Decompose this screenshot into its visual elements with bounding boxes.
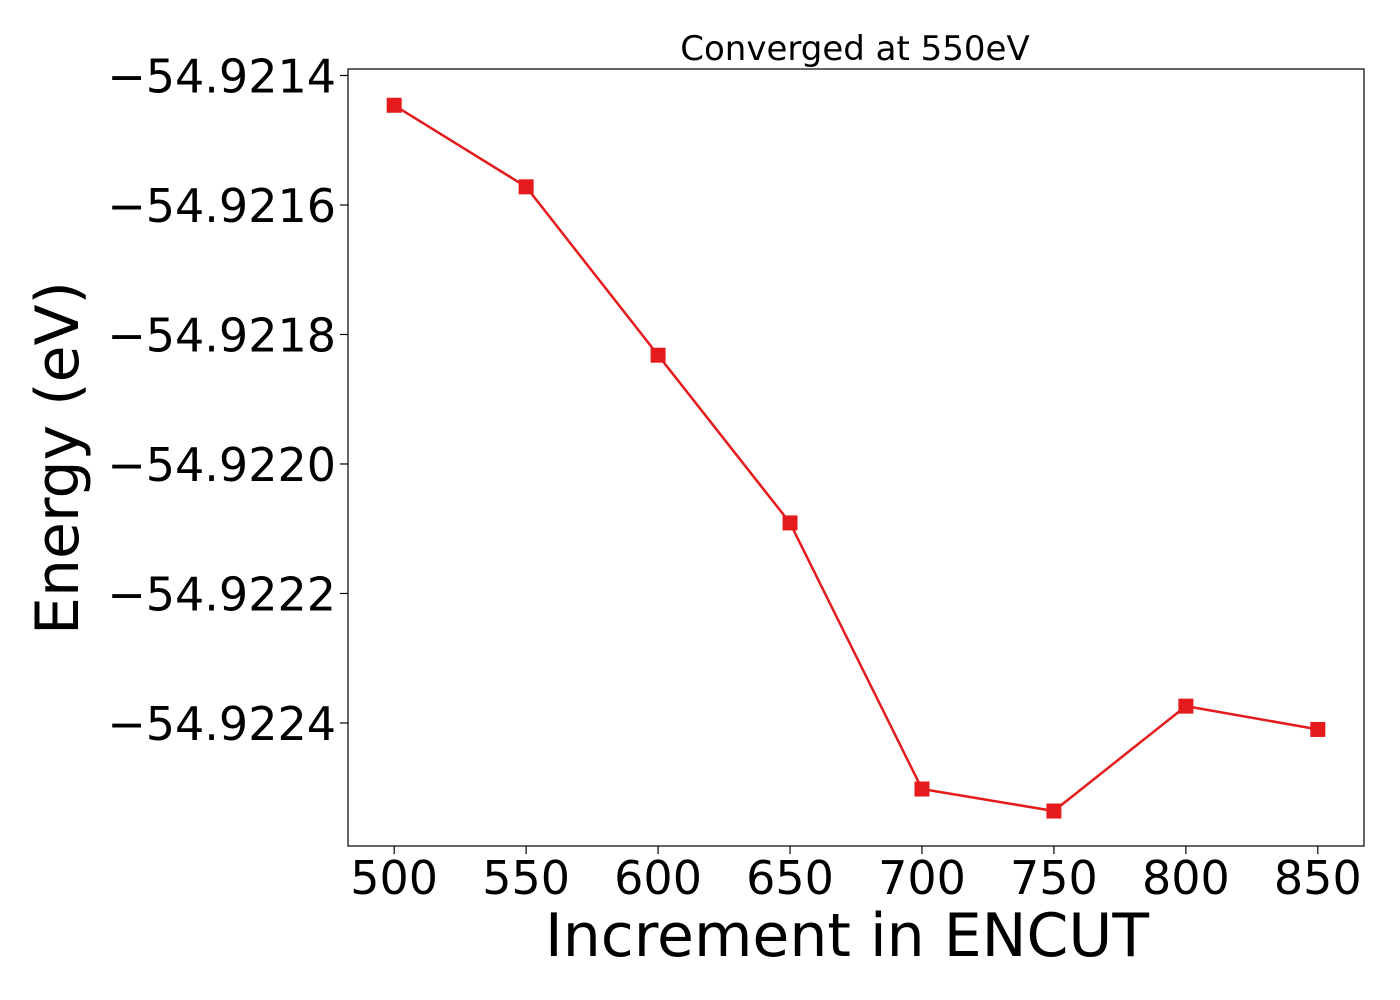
y-tick-label: −54.9222: [107, 567, 336, 621]
data-point-marker: [1178, 698, 1194, 714]
x-tick-label: 550: [482, 851, 570, 905]
x-axis-label: Increment in ENCUT: [545, 901, 1149, 971]
x-tick-label: 800: [1142, 851, 1230, 905]
x-tick-label: 750: [1010, 851, 1098, 905]
plot-frame: [347, 68, 1365, 847]
chart-title: Converged at 550eV: [680, 29, 1029, 69]
x-tick-label: 600: [614, 851, 702, 905]
series-line: [393, 104, 1319, 813]
data-point-marker: [782, 515, 798, 531]
y-tick-label: −54.9216: [107, 179, 336, 233]
y-tick-label: −54.9218: [107, 308, 336, 362]
data-point-marker: [386, 97, 402, 113]
data-point-marker: [1310, 721, 1326, 737]
y-tick-label: −54.9224: [107, 697, 336, 751]
data-point-marker: [650, 347, 666, 363]
y-tick-label: −54.9220: [107, 438, 336, 492]
y-tick-label: −54.9214: [107, 49, 336, 103]
x-tick-label: 500: [350, 851, 438, 905]
y-axis-label: Energy (eV): [23, 281, 93, 635]
data-point-marker: [914, 781, 930, 797]
x-tick-label: 700: [878, 851, 966, 905]
plot-area: 500 550 600 650 700 750 800 850 −54.9214 −54.9216…: [107, 49, 1365, 905]
x-tick-label: 850: [1274, 851, 1362, 905]
x-tick-label: 650: [746, 851, 834, 905]
data-point-marker: [1046, 803, 1062, 819]
data-point-marker: [518, 179, 534, 195]
